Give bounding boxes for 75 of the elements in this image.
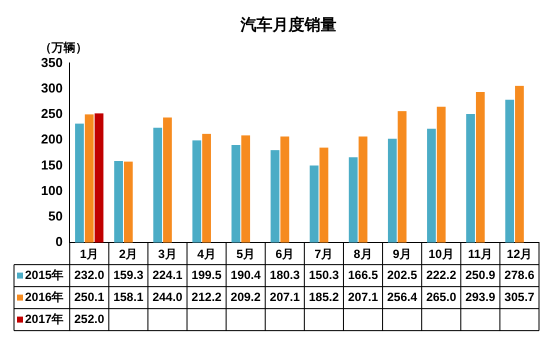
x-tick-label: 9月: [392, 247, 412, 262]
x-tick-label: 8月: [354, 247, 372, 262]
data-label: 209.2: [230, 290, 262, 304]
data-label: 180.3: [270, 268, 300, 282]
data-label: 199.5: [192, 268, 222, 282]
data-label: 190.4: [230, 268, 262, 282]
data-label: 207.1: [270, 290, 300, 304]
x-tick-label: 7月: [314, 247, 334, 262]
x-tick-label: 1月: [80, 247, 99, 262]
bar: [84, 114, 94, 243]
bar: [124, 162, 133, 243]
bar: [241, 135, 250, 243]
bar: [153, 128, 162, 243]
x-tick-label: 6月: [275, 247, 294, 262]
x-tick-label: 5月: [236, 247, 256, 262]
x-tick-label: 12月: [506, 247, 532, 262]
data-label: 252.0: [74, 312, 105, 326]
bar: [398, 111, 407, 243]
y-tick-label: 250: [40, 106, 63, 122]
y-tick-label: 50: [48, 208, 63, 224]
bar: [427, 128, 436, 243]
data-label: 224.1: [152, 268, 183, 282]
bar: [348, 157, 358, 243]
x-tick-label: 2月: [119, 247, 138, 262]
data-label: 185.2: [308, 290, 340, 304]
bar: [476, 92, 485, 243]
data-label: 166.5: [348, 268, 378, 282]
bar: [515, 86, 524, 243]
bar: [163, 118, 172, 243]
y-tick-label: 100: [40, 182, 63, 198]
data-label: 244.0: [152, 290, 183, 304]
bar: [436, 106, 446, 243]
bar: [192, 140, 202, 243]
data-label: 256.4: [387, 290, 418, 304]
bar: [270, 150, 280, 243]
data-label: 222.2: [426, 268, 457, 282]
y-axis-title: （万辆）: [40, 40, 88, 55]
data-label: 158.1: [113, 290, 144, 304]
y-tick-label: 300: [40, 80, 63, 96]
x-tick-label: 3月: [158, 247, 177, 262]
y-tick-label: 200: [40, 132, 63, 147]
x-tick-label: 11月: [468, 247, 493, 262]
legend-label: 2017年: [25, 312, 64, 326]
y-tick-label: 150: [40, 157, 63, 172]
bar: [202, 134, 211, 243]
bar: [94, 113, 104, 243]
x-tick-label: 10月: [428, 247, 454, 262]
legend-label: 2016年: [25, 290, 64, 304]
data-label: 207.1: [348, 290, 378, 304]
data-label: 232.0: [74, 268, 105, 282]
data-label: 278.6: [504, 268, 535, 282]
bar: [114, 160, 123, 243]
bar: [75, 124, 84, 243]
bar: [232, 145, 240, 243]
bar: [466, 114, 475, 243]
data-label: 305.7: [504, 290, 535, 304]
data-label: 250.9: [465, 268, 496, 282]
data-label: 150.3: [308, 268, 340, 282]
y-tick-label: 0: [55, 234, 63, 250]
bar: [280, 136, 290, 243]
data-label: 202.5: [387, 268, 418, 282]
bar: [310, 166, 319, 243]
y-tick-label: 350: [40, 54, 63, 70]
data-label: 293.9: [465, 290, 496, 304]
bar: [388, 138, 397, 243]
bar: [505, 100, 514, 243]
data-label: 159.3: [113, 268, 144, 282]
chart-title: 汽车月度销量: [240, 15, 336, 34]
data-label: 212.2: [192, 290, 222, 304]
data-label: 265.0: [426, 290, 457, 304]
bar: [320, 148, 328, 243]
bar: [358, 136, 368, 243]
legend-label: 2015年: [25, 268, 64, 282]
x-tick-label: 4月: [197, 247, 216, 262]
data-label: 250.1: [74, 290, 105, 304]
